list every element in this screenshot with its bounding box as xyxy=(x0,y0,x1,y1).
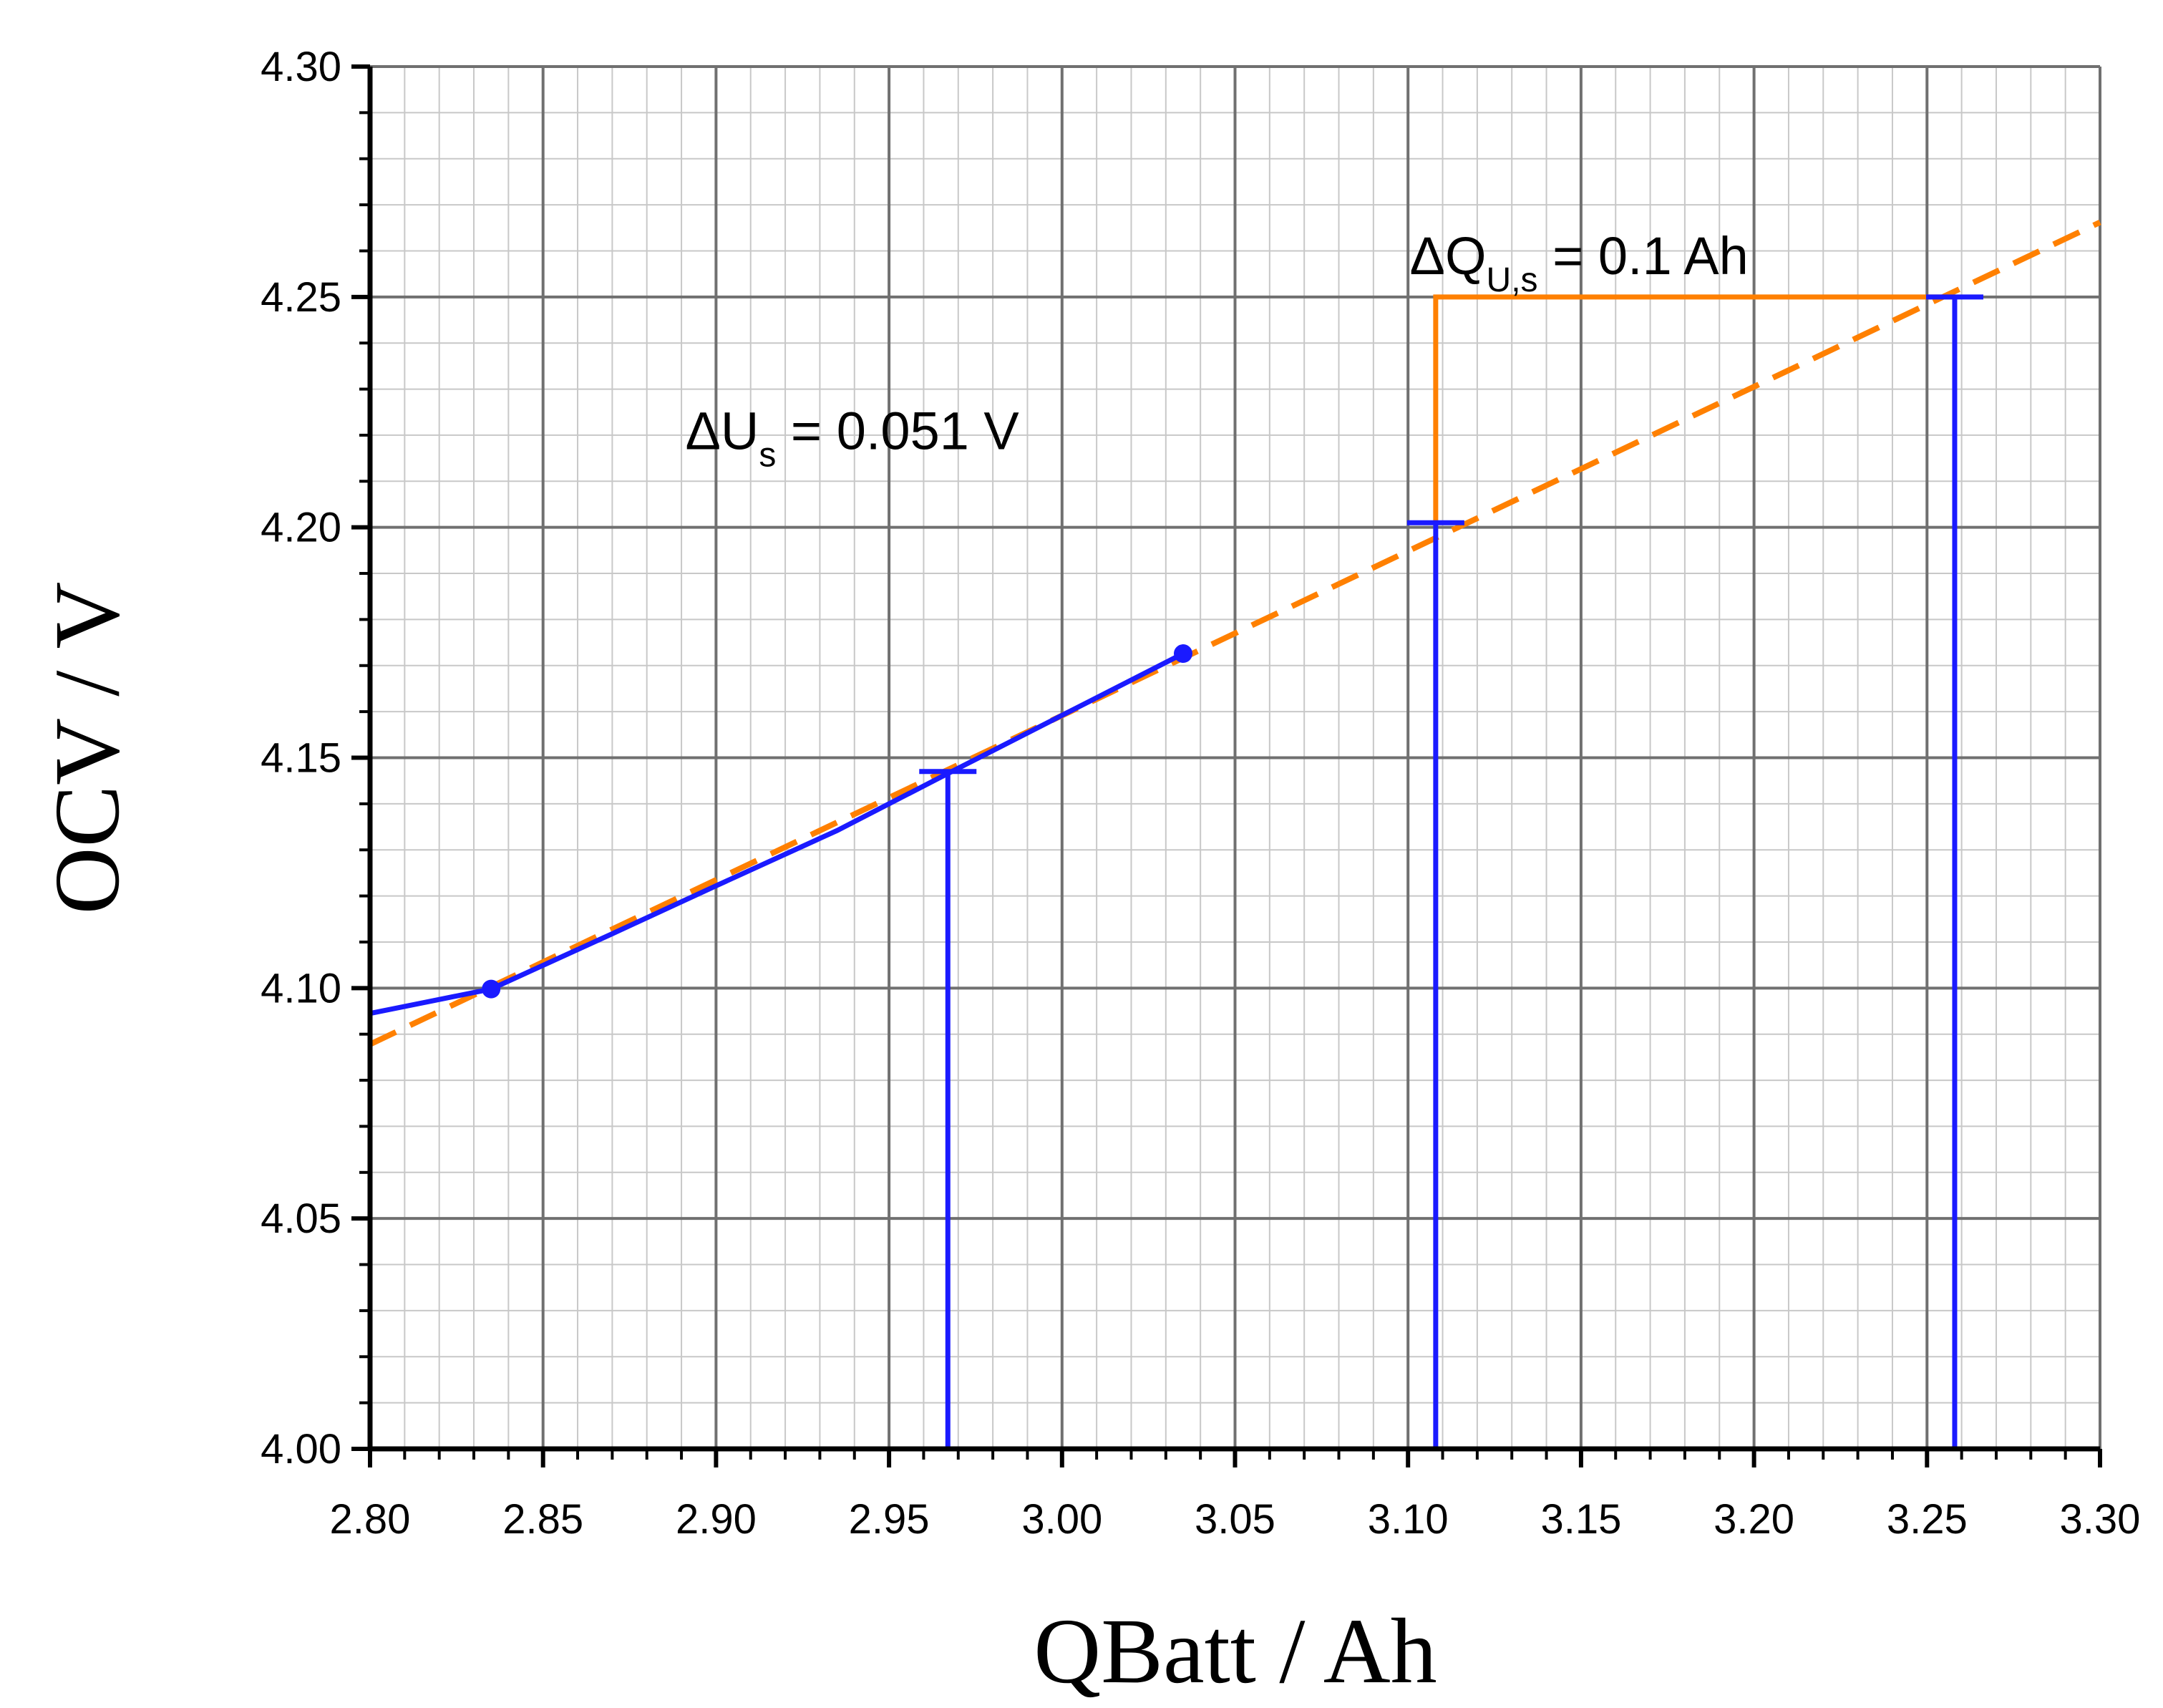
x-tick-label: 3.20 xyxy=(1714,1496,1794,1543)
x-tick-label: 2.85 xyxy=(502,1496,583,1543)
x-tick-label: 2.90 xyxy=(676,1496,757,1543)
y-tick-label: 4.30 xyxy=(261,44,341,90)
series-layer xyxy=(369,219,2101,1449)
major-grid xyxy=(369,65,2101,1450)
x-tick-label: 3.25 xyxy=(1887,1496,1968,1543)
y-tick-label: 4.10 xyxy=(261,965,341,1011)
x-tick-label: 3.10 xyxy=(1368,1496,1449,1543)
delta-u-value: = 0.051 V xyxy=(776,401,1019,460)
delta-q-value: = 0.1 Ah xyxy=(1538,226,1749,286)
x-axis-title: QBatt / Ah xyxy=(1034,1600,1437,1703)
delta-step-line xyxy=(1433,294,1955,523)
y-tick-label: 4.25 xyxy=(261,274,341,321)
x-tick-label: 3.05 xyxy=(1195,1496,1275,1543)
delta-u-annotation: ΔUs = 0.051 V xyxy=(685,401,1019,474)
tick-labels: 2.80 2.85 2.90 2.95 3.00 3.05 3.10 3.15 3.20 3.25… xyxy=(261,44,2140,1543)
measured-curve xyxy=(369,651,1185,1016)
data-point-marker xyxy=(1173,644,1192,664)
data-point-marker xyxy=(482,979,501,999)
x-tick-label: 3.15 xyxy=(1540,1496,1621,1543)
delta-u-prefix: ΔU xyxy=(685,401,759,460)
delta-q-subscript: U,s xyxy=(1487,261,1538,299)
y-tick-label: 4.20 xyxy=(261,505,341,551)
delta-q-annotation: ΔQU,s = 0.1 Ah xyxy=(1410,226,1749,299)
x-tick-label: 2.80 xyxy=(330,1496,411,1543)
y-tick-label: 4.05 xyxy=(261,1195,341,1242)
x-tick-label: 3.00 xyxy=(1021,1496,1102,1543)
axes xyxy=(351,64,2102,1467)
y-tick-label: 4.15 xyxy=(261,735,341,782)
delta-u-subscript: s xyxy=(759,436,776,474)
x-tick-label: 2.95 xyxy=(849,1496,930,1543)
delta-q-prefix: ΔQ xyxy=(1410,226,1487,286)
fit-line-dashed xyxy=(369,219,2101,1047)
y-axis-title: OCV / V xyxy=(36,582,139,915)
x-tick-label: 3.30 xyxy=(2060,1496,2141,1543)
y-tick-label: 4.00 xyxy=(261,1426,341,1472)
